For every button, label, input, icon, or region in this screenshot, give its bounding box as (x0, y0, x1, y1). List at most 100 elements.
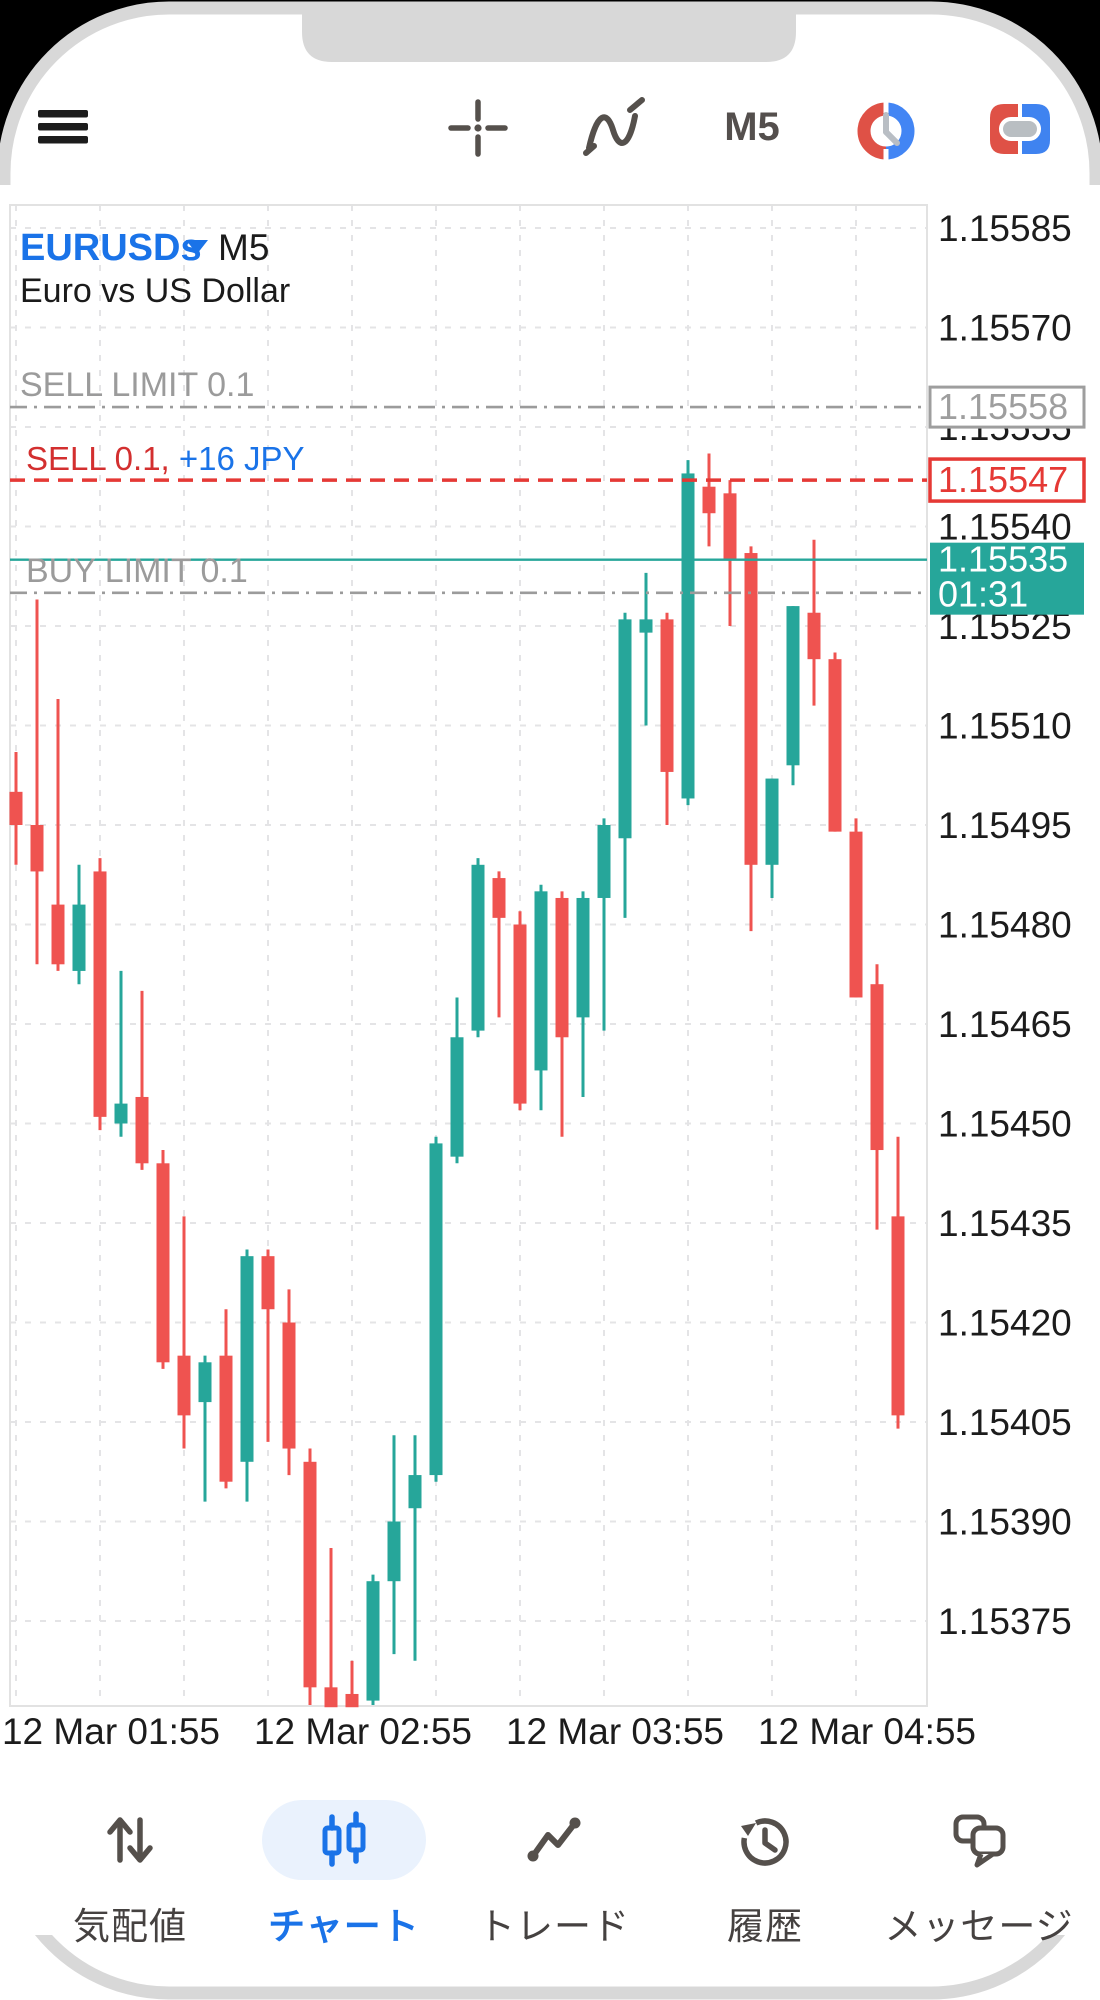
symbol-timeframe: M5 (218, 227, 269, 268)
y-axis-label: 1.15420 (938, 1303, 1072, 1344)
x-axis-label: 12 Mar 01:55 (2, 1711, 220, 1752)
candle-body (93, 871, 107, 1117)
nav-item-chart[interactable]: チャート (229, 1800, 459, 1950)
y-axis-label: 1.15480 (938, 905, 1072, 946)
symbol-name[interactable]: EURUSDs (20, 227, 202, 269)
candle-body (828, 659, 842, 832)
candle-body (261, 1256, 275, 1310)
sell-limit-price-box (928, 385, 1086, 429)
candle-body (807, 612, 821, 660)
symbol-dropdown-icon[interactable] (186, 240, 208, 254)
y-axis-label: 1.15465 (938, 1004, 1072, 1045)
new-order-icon[interactable] (988, 102, 1052, 156)
candle-countdown: 01:31 (938, 574, 1028, 615)
candle-body (681, 473, 695, 799)
candle-body (366, 1581, 380, 1701)
candle-body (723, 493, 737, 560)
buy-limit-label: BUY LIMIT 0.1 (26, 552, 248, 590)
y-axis-label: 1.15540 (938, 507, 1072, 548)
nav-label-quotes: 気配値 (73, 1906, 187, 1947)
candle-body (51, 904, 65, 965)
clock-session-icon[interactable] (856, 100, 916, 162)
sell-limit-price: 1.15558 (938, 386, 1068, 427)
quotes-arrows-icon (48, 1800, 212, 1880)
current-price-value: 1.15535 (938, 539, 1068, 580)
candle-body (114, 1103, 128, 1124)
candle-body (639, 619, 653, 633)
nav-label-history: 履歴 (727, 1906, 803, 1947)
chat-bubbles-icon (897, 1800, 1061, 1880)
candle-body (282, 1322, 296, 1449)
history-clock-icon (683, 1800, 847, 1880)
candle-body (849, 831, 863, 998)
sell-position-price: 1.15547 (938, 459, 1068, 500)
nav-item-history[interactable]: 履歴 (650, 1800, 880, 1950)
candle-body (198, 1362, 212, 1403)
candle-body (450, 1037, 464, 1157)
crosshair-icon[interactable] (448, 98, 508, 158)
candle-body (786, 606, 800, 766)
candle-body (702, 486, 716, 514)
candle-body (513, 924, 527, 1104)
sell-position-price-box (928, 457, 1086, 503)
y-axis-label: 1.15435 (938, 1203, 1072, 1244)
candlestick-chart-icon (262, 1800, 426, 1880)
y-axis-label: 1.15570 (938, 308, 1072, 349)
y-axis-label: 1.15390 (938, 1502, 1072, 1543)
y-axis-label: 1.15375 (938, 1601, 1072, 1642)
candle-body (555, 897, 569, 1038)
x-axis-label: 12 Mar 04:55 (758, 1711, 976, 1752)
candle-body (240, 1256, 254, 1462)
candle-body (492, 878, 506, 918)
menu-icon[interactable] (36, 108, 90, 148)
candle-body (345, 1693, 359, 1708)
candle-body (744, 553, 758, 865)
candle-body (72, 904, 86, 971)
phone-bottom-bezel (35, 1935, 1065, 2000)
nav-label-trade: トレード (478, 1906, 630, 1947)
trend-line-icon (472, 1800, 636, 1880)
candle-body (576, 897, 590, 1018)
symbol-description: Euro vs US Dollar (20, 272, 290, 310)
plot-border (9, 204, 928, 1707)
candle-body (387, 1521, 401, 1582)
candle-body (765, 778, 779, 865)
candle-body (471, 864, 485, 1031)
sell-position-label: SELL 0.1, +16 JPY (26, 440, 305, 477)
bottom-navigation: 気配値 チャート (0, 1800, 1100, 1960)
candle-body (135, 1096, 149, 1164)
candle-body (597, 825, 611, 898)
candle-body (891, 1216, 905, 1416)
candle-body (534, 891, 548, 1071)
toolbar: M5 (0, 0, 1100, 170)
y-axis-label: 1.15495 (938, 805, 1072, 846)
candle-body (30, 825, 44, 872)
y-axis-label: 1.15450 (938, 1104, 1072, 1145)
candle-body (303, 1461, 317, 1688)
nav-item-quotes[interactable]: 気配値 (15, 1800, 245, 1950)
candle-body (156, 1163, 170, 1363)
candle-body (408, 1475, 422, 1509)
candle-body (219, 1355, 233, 1482)
timeframe-button[interactable]: M5 (724, 105, 780, 149)
candle-body (870, 984, 884, 1151)
nav-label-chart: チャート (268, 1906, 420, 1947)
phone-top-bezel (0, 0, 1100, 185)
nav-item-trade[interactable]: トレード (439, 1800, 669, 1950)
candle-body (429, 1143, 443, 1476)
x-axis-label: 12 Mar 03:55 (506, 1711, 724, 1752)
nav-label-messages: メッセージ (884, 1906, 1074, 1947)
notch (302, 12, 796, 62)
candle-body (324, 1687, 338, 1708)
y-axis-label: 1.15510 (938, 706, 1072, 747)
indicator-icon[interactable] (578, 95, 648, 165)
x-axis-label: 12 Mar 02:55 (254, 1711, 472, 1752)
candle-body (660, 619, 674, 772)
y-axis-label: 1.15405 (938, 1402, 1072, 1443)
candle-body (9, 791, 23, 825)
nav-item-messages[interactable]: メッセージ (864, 1800, 1094, 1950)
candle-body (618, 619, 632, 839)
y-axis-label: 1.15585 (938, 208, 1072, 249)
